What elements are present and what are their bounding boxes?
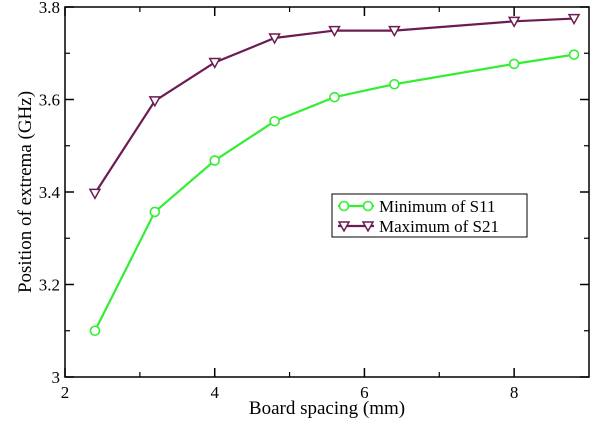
legend-swatch-marker [337, 221, 351, 233]
series-s11-min-point [149, 206, 161, 218]
series-s21-max-point [388, 25, 401, 38]
legend-item-s11: Minimum of S11 [338, 197, 496, 216]
series-s11-min-point [329, 91, 340, 103]
series-s21-max-point [507, 16, 521, 28]
legend-label: Minimum of S11 [379, 197, 496, 216]
x-tick-label: 4 [210, 383, 219, 402]
series-s11-min-point [209, 155, 221, 166]
x-tick-label: 2 [61, 383, 70, 402]
plot-area [64, 6, 590, 378]
series-s21-max-point [208, 57, 221, 70]
series-s11-min-point [389, 78, 400, 90]
series-s11-min-line [93, 53, 575, 332]
series-s11-min-point [568, 49, 580, 60]
legend-swatch-marker [361, 221, 375, 233]
y-tick-label: 3.4 [39, 183, 61, 202]
legend-label: Maximum of S21 [379, 217, 499, 236]
y-tick-label: 3.8 [39, 0, 60, 17]
x-tick-label: 8 [510, 383, 519, 402]
legend-box [331, 193, 528, 238]
y-tick-label: 3 [52, 368, 61, 387]
y-tick-label: 3.6 [39, 91, 60, 110]
series-s11-min [89, 49, 580, 337]
series-s21-max-line [94, 17, 575, 194]
x-tick-label: 6 [360, 383, 369, 402]
series-s11-min-point [508, 58, 520, 70]
y-axis-label: Position of extrema (GHz) [15, 91, 36, 293]
series-layer [88, 13, 581, 337]
x-axis-ticks: 2 4 6 8 [61, 7, 519, 402]
y-tick-label: 3.2 [39, 276, 60, 295]
legend-swatch-marker [338, 200, 350, 212]
series-s11-min-point [269, 115, 280, 127]
series-s21-max-point [328, 25, 341, 38]
series-s21-max-point [268, 33, 281, 45]
series-s21-max-point [148, 96, 162, 108]
legend-item-s21: Maximum of S21 [337, 217, 499, 236]
series-s21-max-point [567, 13, 581, 26]
legend-swatch-marker [362, 200, 374, 212]
series-s21-max-point [88, 188, 102, 200]
series-s21-max [88, 13, 581, 200]
x-axis-label: Board spacing (mm) [249, 398, 405, 419]
y-axis-ticks: 3 3.2 3.4 3.6 3.8 [39, 0, 589, 387]
series-s11-min-point [89, 325, 101, 337]
